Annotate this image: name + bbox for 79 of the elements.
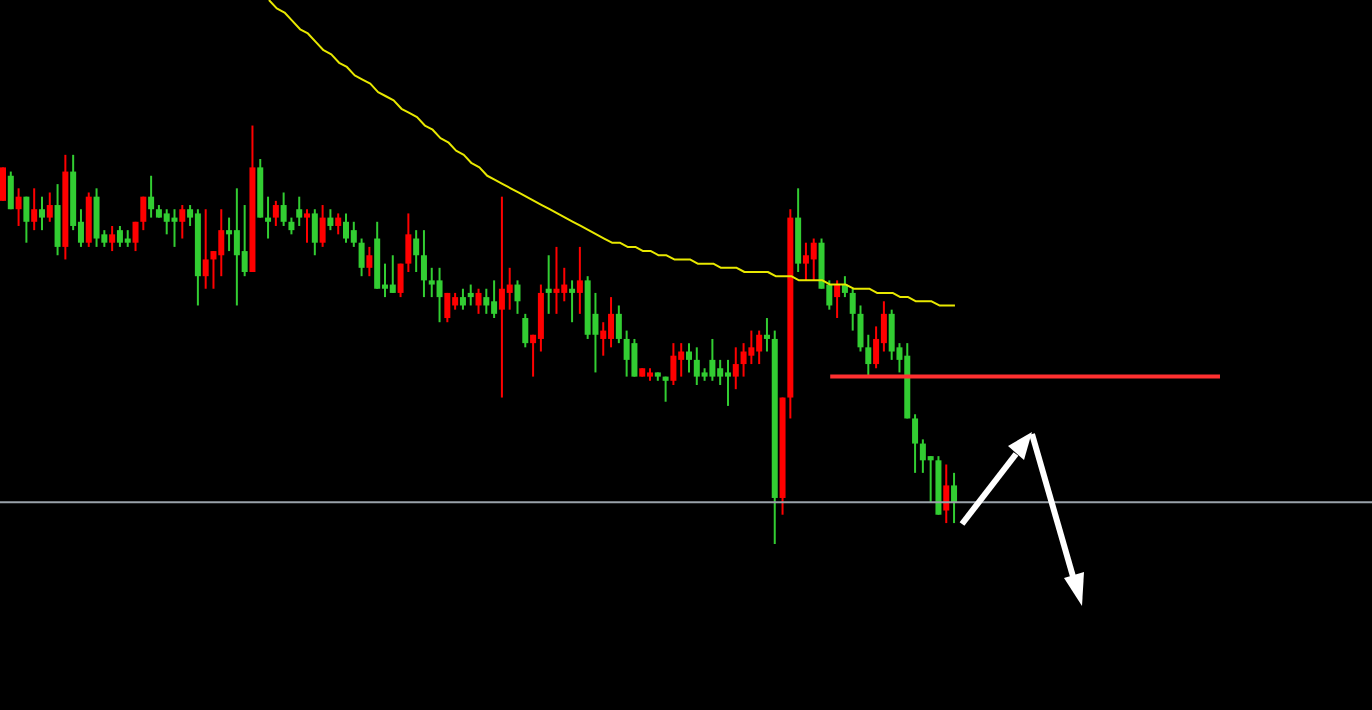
candlestick (226, 216, 233, 253)
candlestick (93, 187, 100, 248)
candlestick (693, 346, 700, 386)
candlestick (304, 208, 311, 244)
candlestick (233, 187, 240, 307)
candlestick (951, 471, 958, 525)
candlestick (436, 266, 443, 324)
candlestick (296, 195, 303, 227)
candlestick (46, 191, 53, 223)
candlestick (678, 342, 685, 378)
candlestick (686, 342, 692, 374)
candlestick (163, 208, 170, 236)
candlestick (311, 208, 318, 257)
candlestick (85, 191, 92, 248)
candlestick (732, 346, 739, 391)
candlestick (475, 287, 482, 315)
candlestick (561, 266, 568, 303)
candlestick (912, 413, 919, 474)
candlestick (802, 241, 809, 282)
candlestick (662, 375, 669, 403)
candlestick (623, 329, 630, 378)
candlestick (202, 208, 209, 290)
candlestick (327, 208, 334, 232)
candlestick (350, 220, 357, 248)
candlestick (31, 187, 38, 232)
candlestick (241, 204, 248, 278)
candlestick (444, 291, 451, 324)
candlestick (15, 187, 22, 227)
candlestick (148, 174, 155, 219)
candlestick (756, 329, 763, 366)
candlestick (545, 254, 552, 315)
candlestick (514, 279, 521, 315)
candlestick (919, 438, 926, 474)
candlestick (280, 191, 287, 227)
candlestick (7, 170, 14, 211)
candlestick (506, 266, 513, 311)
candlestick (763, 317, 770, 353)
candlestick (795, 187, 802, 273)
candlestick (23, 195, 30, 244)
candlestick (553, 245, 560, 315)
candlestick (600, 321, 607, 357)
candlestick (38, 195, 45, 232)
candlestick (498, 195, 505, 399)
candlestick (467, 283, 474, 307)
candlestick (218, 208, 225, 278)
candlestick (366, 245, 373, 278)
candlestick (109, 224, 116, 253)
candlestick (670, 342, 677, 386)
candlestick (717, 358, 724, 386)
candlestick (615, 304, 622, 345)
candlestick (132, 220, 139, 253)
candlestick (179, 204, 186, 240)
candlestick (537, 283, 544, 353)
candlestick (54, 183, 61, 257)
candlestick (116, 224, 123, 248)
candlestick (608, 296, 615, 349)
candlestick (631, 337, 638, 378)
candlestick (335, 212, 342, 236)
candlestick (428, 266, 435, 299)
candlestick (272, 199, 279, 227)
candlestick (358, 237, 365, 278)
candlestick (389, 254, 396, 294)
candlestick (171, 208, 178, 248)
candlestick (491, 279, 498, 320)
candlestick (849, 287, 856, 332)
candlestick (319, 204, 326, 248)
candlestick (459, 287, 466, 311)
candlestick (709, 337, 716, 382)
candlestick (724, 358, 731, 407)
candlestick (522, 312, 529, 349)
candlestick (413, 229, 420, 273)
candlestick (420, 229, 427, 299)
candlestick (343, 212, 349, 244)
candlestick (265, 195, 272, 240)
candlestick (576, 245, 583, 315)
candlestick (943, 463, 950, 525)
candlestick (810, 237, 817, 282)
candlestick (483, 287, 490, 315)
candlestick (569, 279, 576, 324)
